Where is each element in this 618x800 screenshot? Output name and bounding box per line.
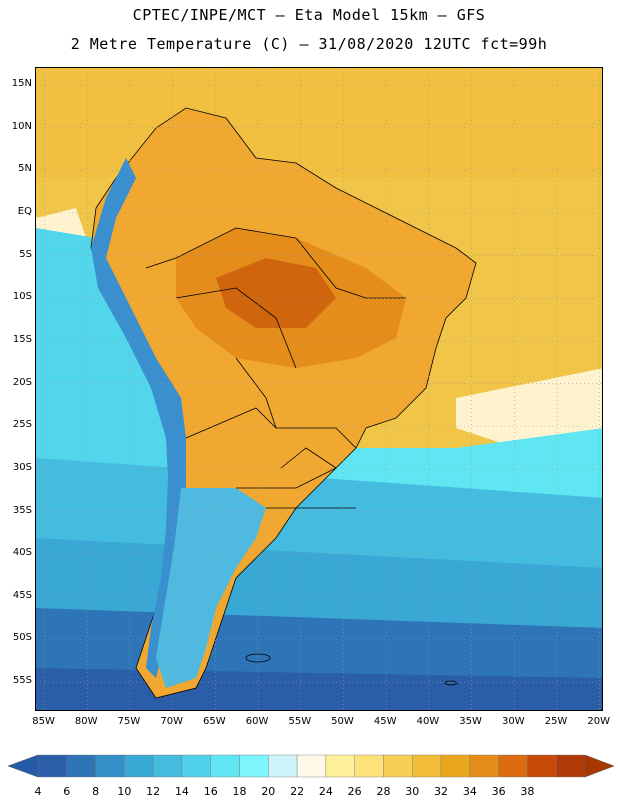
colorbar-segment <box>383 754 413 778</box>
colorbar-segment <box>354 754 384 778</box>
colorbar-label: 18 <box>232 785 247 798</box>
latitude-label: 40S <box>12 547 32 559</box>
latitude-label: 45S <box>12 589 32 601</box>
colorbar-segment <box>325 754 355 778</box>
colorbar-label: 8 <box>92 785 100 798</box>
longitude-label: 55W <box>288 716 312 727</box>
colorbar-label: 30 <box>405 785 420 798</box>
colorbar-segment <box>556 754 586 778</box>
colorbar-segment <box>95 754 125 778</box>
colorbar-segment <box>440 754 471 778</box>
longitude-label: 80W <box>74 716 98 727</box>
latitude-label: 20S <box>12 376 32 388</box>
longitude-label: 75W <box>117 716 141 727</box>
latitude-label: 10S <box>12 291 32 303</box>
latitude-label: 35S <box>12 504 32 516</box>
longitude-label: 60W <box>245 716 269 727</box>
colorbar-label: 20 <box>261 785 276 798</box>
colorbar-over-arrow <box>584 754 615 778</box>
colorbar-label: 26 <box>347 785 362 798</box>
map-grid <box>36 68 602 710</box>
colorbar-label: 14 <box>174 785 189 798</box>
colorbar-label: 36 <box>491 785 506 798</box>
colorbar-segment <box>210 754 240 778</box>
colorbar-label: 32 <box>434 785 449 798</box>
colorbar-segment <box>469 754 499 778</box>
longitude-label: 65W <box>203 716 226 727</box>
colorbar-segment <box>412 754 442 778</box>
longitude-label: 85W <box>32 716 55 727</box>
map-subtitle: 2 Metre Temperature (C) – 31/08/2020 12U… <box>70 35 548 53</box>
colorbar-label: 6 <box>63 785 71 798</box>
colorbar-label: 16 <box>203 785 218 798</box>
longitude-label: 70W <box>160 716 183 727</box>
colorbar-label: 12 <box>146 785 161 798</box>
colorbar-label: 22 <box>290 785 305 798</box>
latitude-label: 15N <box>11 78 32 90</box>
colorbar-segment <box>239 754 269 778</box>
colorbar-segment <box>527 754 557 778</box>
latitude-label: 55S <box>12 675 32 687</box>
latitude-label: 15S <box>12 333 32 345</box>
latitude-label: 5S <box>19 248 32 260</box>
latitude-label: EQ <box>17 206 32 217</box>
latitude-label: 50S <box>12 632 32 644</box>
latitude-label: 30S <box>12 461 32 473</box>
latitude-label: 5N <box>18 163 32 175</box>
colorbar-segment <box>498 754 528 778</box>
latitude-label: 25S <box>12 419 32 431</box>
colorbar-segment <box>124 754 154 778</box>
band-pale-east <box>456 368 602 448</box>
latitude-label: 10N <box>11 120 32 132</box>
country-borders <box>145 227 406 509</box>
temperature-map <box>35 67 603 711</box>
colorbar-segment <box>268 754 298 778</box>
colorbar-under-arrow <box>7 754 39 778</box>
colorbar <box>7 754 615 778</box>
colorbar-label: 4 <box>34 785 42 798</box>
colorbar-segment <box>37 754 67 778</box>
colorbar-segment <box>66 754 96 778</box>
longitude-label: 25W <box>544 716 568 727</box>
map-title: CPTEC/INPE/MCT – Eta Model 15km – GFS <box>132 6 486 24</box>
south-georgia-island <box>444 680 458 686</box>
falkland-islands <box>245 653 271 663</box>
longitude-label: 20W <box>587 716 611 727</box>
hottest-core <box>216 258 336 328</box>
longitude-label: 35W <box>459 716 482 727</box>
map-canvas <box>36 68 602 710</box>
colorbar-segment <box>152 754 183 778</box>
colorbar-label: 34 <box>462 785 477 798</box>
colorbar-label: 10 <box>117 785 132 798</box>
colorbar-label: 24 <box>318 785 333 798</box>
longitude-label: 45W <box>373 716 397 727</box>
colorbar-segment <box>296 754 327 778</box>
colorbar-segment <box>181 754 211 778</box>
longitude-label: 50W <box>331 716 354 727</box>
patagonia-cool <box>156 488 266 688</box>
longitude-label: 30W <box>502 716 525 727</box>
andes-strip <box>91 158 186 678</box>
colorbar-label: 38 <box>520 785 535 798</box>
band-north <box>36 68 602 178</box>
colorbar-label: 28 <box>376 785 391 798</box>
longitude-label: 40W <box>416 716 440 727</box>
